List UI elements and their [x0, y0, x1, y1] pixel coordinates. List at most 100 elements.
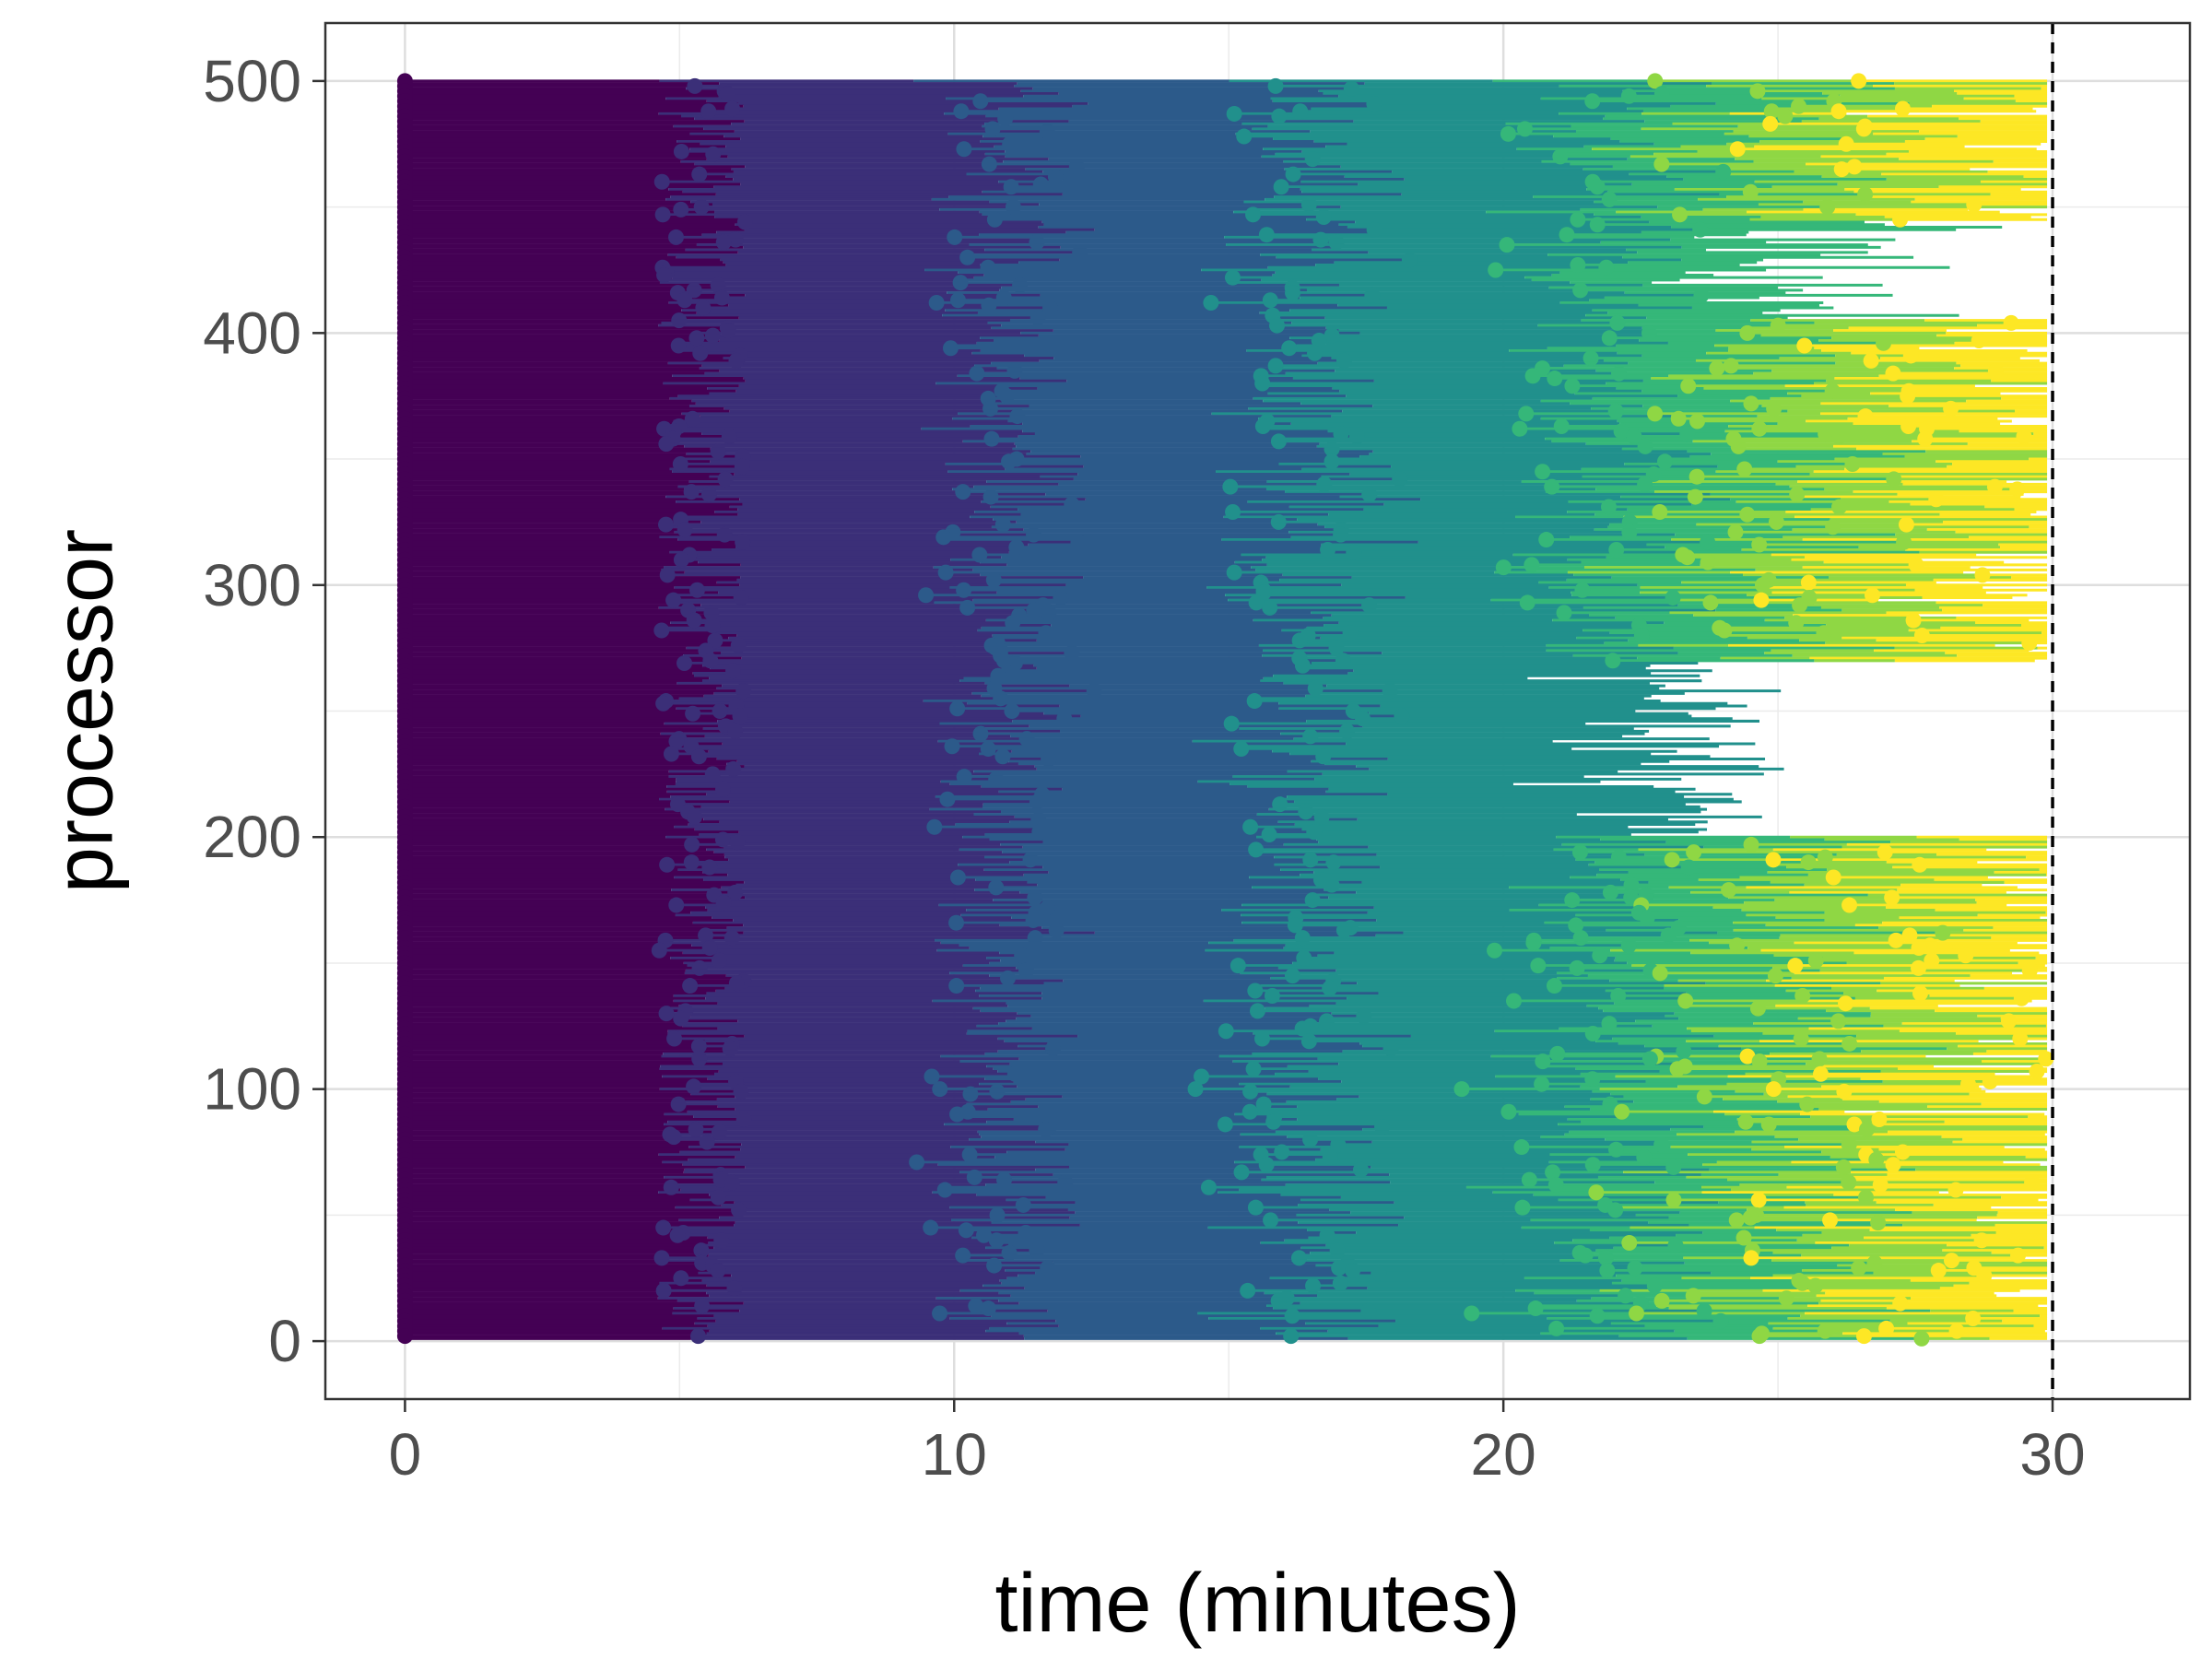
job-start-point	[1245, 206, 1262, 223]
job-start-point	[1030, 811, 1047, 828]
job-start-point	[1324, 877, 1340, 893]
job-start-point	[1878, 1320, 1895, 1336]
job-start-point	[1597, 1250, 1614, 1266]
job-start-point	[1930, 1263, 1947, 1279]
job-start-point	[1948, 1323, 1965, 1339]
job-start-point	[731, 1202, 747, 1218]
job-start-point	[1817, 849, 1833, 865]
job-start-point	[1324, 441, 1340, 457]
job-start-point	[1218, 1023, 1234, 1040]
job-start-point	[1535, 464, 1551, 480]
job-start-point	[1600, 499, 1617, 515]
job-start-point	[1401, 252, 1418, 268]
job-start-point	[1029, 794, 1045, 810]
job-start-point	[1382, 683, 1398, 700]
job-start-point	[1665, 589, 1681, 606]
job-start-point	[1641, 1051, 1658, 1067]
job-start-point	[969, 365, 985, 382]
job-start-point	[1524, 557, 1540, 573]
job-start-point	[694, 1298, 711, 1314]
job-start-point	[1712, 1312, 1729, 1329]
job-start-point	[710, 276, 726, 293]
job-start-point	[1329, 1242, 1346, 1259]
job-start-point	[985, 571, 1002, 588]
job-start-point	[1284, 968, 1300, 984]
job-start-point	[1627, 1260, 1643, 1277]
job-start-point	[726, 1280, 743, 1297]
job-start-point	[1584, 1071, 1601, 1088]
job-start-point	[672, 456, 688, 473]
job-start-point	[1258, 227, 1275, 243]
job-start-point	[1739, 1048, 1756, 1065]
job-start-point	[1026, 602, 1042, 618]
job-start-point	[715, 894, 732, 911]
job-start-point	[1753, 592, 1770, 608]
job-start-point	[1751, 1053, 1768, 1070]
job-start-point	[1304, 151, 1321, 168]
job-start-point	[1636, 1148, 1653, 1165]
job-start-point	[1306, 824, 1323, 841]
job-start-point	[2038, 1051, 2054, 1067]
job-start-point	[1830, 1013, 1847, 1030]
job-start-point	[1005, 199, 1021, 216]
job-start-point	[1692, 221, 1709, 238]
job-start-point	[918, 587, 935, 604]
job-start-point	[1374, 1119, 1391, 1135]
job-start-point	[1325, 854, 1342, 871]
job-start-point	[668, 229, 685, 245]
job-start-point	[1851, 73, 1867, 89]
job-start-point	[1831, 428, 1848, 444]
job-start-point	[1588, 1184, 1605, 1201]
job-start-point	[1285, 285, 1301, 301]
job-start-point	[705, 146, 722, 162]
job-start-point	[1545, 1164, 1561, 1181]
job-start-point	[955, 484, 971, 500]
x-tick-label: 30	[2019, 1421, 2085, 1488]
job-start-point	[1012, 276, 1029, 293]
job-start-point	[1194, 1068, 1210, 1085]
job-start-point	[1290, 1250, 1307, 1266]
job-start-point	[983, 430, 1000, 447]
job-start-point	[711, 952, 727, 969]
job-start-point	[691, 1051, 708, 1067]
job-start-point	[1872, 1177, 1888, 1194]
job-start-point	[1333, 426, 1349, 442]
job-start-point	[685, 705, 701, 722]
job-start-point	[658, 436, 675, 453]
job-start-point	[1760, 1116, 1777, 1133]
job-start-point	[1835, 1159, 1852, 1175]
job-start-point	[665, 1129, 682, 1146]
job-start-point	[673, 201, 689, 218]
job-start-point	[1296, 949, 1312, 966]
job-start-point	[710, 443, 726, 460]
job-start-point	[1335, 352, 1352, 369]
job-start-point	[1886, 471, 1902, 488]
job-start-point	[1322, 1148, 1338, 1165]
job-start-point	[923, 1219, 939, 1236]
job-start-point	[714, 781, 731, 797]
job-start-point	[1913, 627, 1930, 643]
job-start-point	[1322, 980, 1338, 996]
job-start-point	[1618, 1288, 1634, 1304]
job-start-point	[1319, 1013, 1335, 1030]
job-start-point	[1500, 125, 1516, 142]
job-start-point	[1767, 968, 1783, 984]
job-start-point	[1749, 83, 1766, 100]
job-start-point	[1270, 433, 1287, 450]
job-start-point	[955, 1247, 971, 1264]
job-start-point	[962, 1086, 979, 1102]
job-start-point	[1892, 1295, 1909, 1312]
job-start-point	[658, 1006, 675, 1022]
job-start-point	[2009, 1247, 2026, 1264]
job-start-point	[1556, 605, 1572, 621]
job-start-point	[1015, 1196, 1031, 1213]
job-start-point	[1863, 352, 1879, 369]
job-start-point	[713, 289, 730, 306]
job-start-point	[984, 121, 1001, 137]
job-start-point	[1665, 1159, 1682, 1175]
job-start-point	[1527, 1300, 1544, 1317]
y-tick-label: 0	[268, 1308, 301, 1374]
job-start-point	[1656, 453, 1673, 470]
job-start-point	[1267, 77, 1284, 94]
job-start-point	[1572, 930, 1589, 947]
